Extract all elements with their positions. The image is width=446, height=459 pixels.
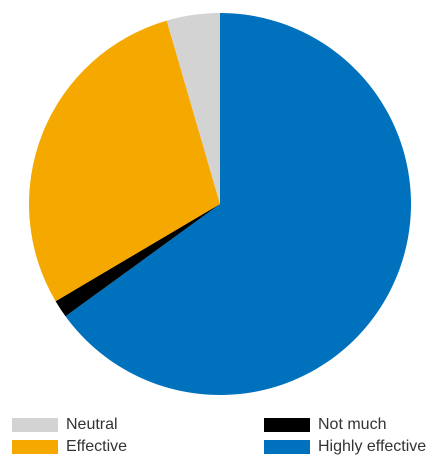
pie-slice-effective bbox=[28, 20, 220, 302]
legend-item-not-much: Not much bbox=[264, 415, 386, 435]
legend-label-effective: Effective bbox=[66, 438, 128, 455]
legend-item-neutral: Neutral bbox=[12, 415, 118, 435]
legend-item-highly-effective: Highly effective bbox=[264, 437, 426, 457]
legend-label-highly-effective: Highly effective bbox=[318, 438, 427, 455]
legend-label-neutral: Neutral bbox=[66, 416, 118, 433]
legend-swatch-neutral bbox=[12, 418, 58, 432]
pie-slice-not-much bbox=[55, 204, 220, 317]
chart-legend: Neutral Not much Effective Highly effect… bbox=[0, 410, 446, 459]
pie-chart bbox=[28, 12, 412, 395]
legend-swatch-highly-effective bbox=[264, 440, 310, 454]
legend-swatch-not-much bbox=[264, 418, 310, 432]
pie-slice-neutral bbox=[166, 12, 220, 204]
legend-swatch-effective bbox=[12, 440, 58, 454]
legend-item-effective: Effective bbox=[12, 437, 127, 457]
pie-slice-highly-effective bbox=[65, 13, 412, 395]
legend-label-not-much: Not much bbox=[318, 416, 387, 433]
